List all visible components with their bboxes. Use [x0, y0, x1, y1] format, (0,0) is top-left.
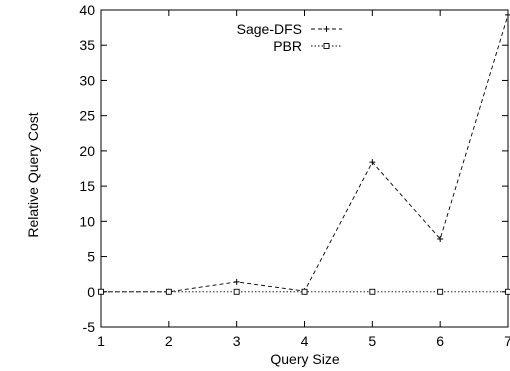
legend-marker-sage-dfs [323, 26, 330, 32]
plot-area [100, 9, 509, 328]
data-point-pbr [98, 288, 104, 295]
data-point-pbr [369, 288, 376, 295]
y-tick-label: -5 [83, 319, 96, 335]
data-point-sage-dfs [437, 235, 444, 242]
y-tick-label: 20 [79, 143, 95, 159]
y-tick-label: 15 [79, 178, 95, 194]
plot-border [100, 9, 509, 328]
series-sage-dfs [98, 11, 510, 295]
data-point-pbr [301, 288, 308, 295]
legend-label-sage-dfs: Sage-DFS [237, 21, 302, 37]
data-point-sage-dfs [505, 11, 510, 18]
x-tick-label: 5 [368, 333, 376, 349]
legend: Sage-DFS PBR [237, 21, 342, 54]
data-point-sage-dfs [369, 159, 376, 166]
legend-label-pbr: PBR [273, 38, 302, 54]
y-axis: -5 0 5 10 15 20 25 30 35 40 [79, 2, 508, 335]
data-point-pbr [437, 288, 444, 295]
legend-marker-pbr [323, 43, 330, 49]
y-tick-label: 25 [79, 108, 95, 124]
y-tick-label: 5 [87, 249, 95, 265]
data-point-pbr [233, 288, 240, 295]
y-tick-label: 40 [79, 2, 95, 18]
data-point-pbr [165, 288, 172, 295]
y-tick-label: 10 [79, 213, 95, 229]
x-axis-title: Query Size [270, 351, 339, 367]
x-tick-label: 7 [504, 333, 510, 349]
x-tick-label: 3 [233, 333, 241, 349]
x-tick-label: 2 [165, 333, 173, 349]
y-tick-label: 35 [79, 37, 95, 53]
data-point-pbr [505, 288, 510, 295]
x-tick-label: 6 [436, 333, 444, 349]
x-tick-label: 1 [97, 333, 105, 349]
data-point-sage-dfs [233, 278, 240, 285]
y-tick-label: 0 [87, 284, 95, 300]
series-layer [98, 11, 510, 295]
x-tick-label: 4 [301, 333, 309, 349]
y-tick-label: 30 [79, 72, 95, 88]
x-axis: 1 2 3 4 5 6 7 [97, 10, 510, 349]
y-axis-title: Relative Query Cost [25, 112, 41, 237]
series-line-sage-dfs [101, 14, 509, 293]
series-pbr [98, 288, 510, 295]
